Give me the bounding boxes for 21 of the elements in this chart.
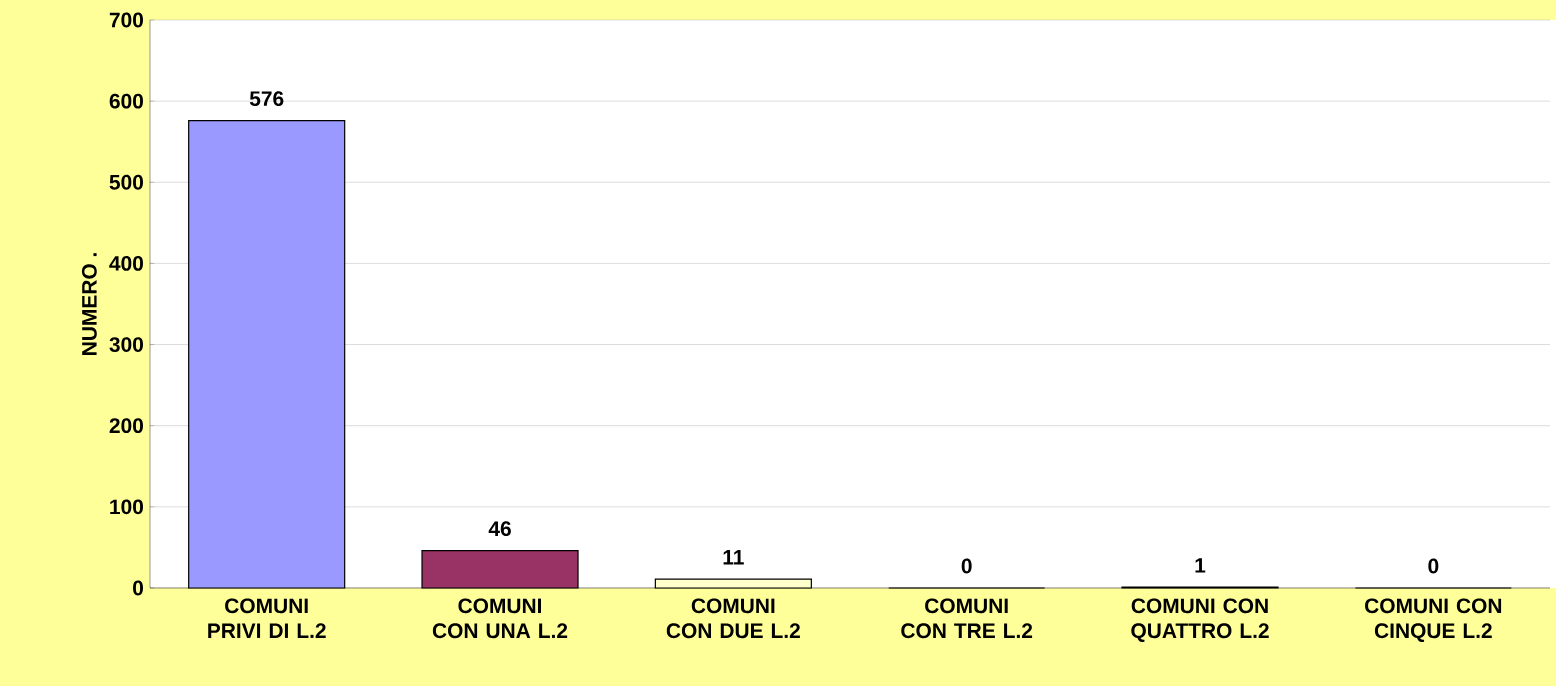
y-tick-label: 200 [109, 418, 143, 434]
x-tick-label: COMUNI CON TRE L.2 [901, 598, 1033, 639]
y-tick-label: 0 [133, 580, 143, 596]
data-label: 576 [249, 91, 284, 107]
y-tick-label: 500 [109, 174, 143, 190]
x-tick-label: COMUNI CON UNA L.2 [432, 598, 568, 639]
y-tick-label: 600 [109, 93, 143, 109]
data-label: 1 [1195, 558, 1206, 573]
x-tick-label: COMUNI CON QUATTRO L.2 [1131, 598, 1269, 643]
x-tick-label: COMUNI CON CINQUE L.2 [1365, 598, 1502, 643]
x-tick-label: COMUNI CON DUE L.2 [666, 598, 800, 639]
y-tick-label: 400 [109, 256, 143, 271]
y-axis-title: NUMERO . [81, 253, 97, 355]
y-tick-label: 300 [109, 337, 143, 352]
y-tick-label: 700 [109, 12, 143, 28]
y-tick-label: 100 [110, 499, 143, 515]
data-label: 11 [723, 550, 744, 565]
x-tick-label: COMUNI PRIVI DI L.2 [208, 598, 326, 638]
data-label: 46 [488, 521, 511, 537]
data-label: 0 [961, 558, 972, 574]
data-label: 0 [1428, 558, 1439, 574]
